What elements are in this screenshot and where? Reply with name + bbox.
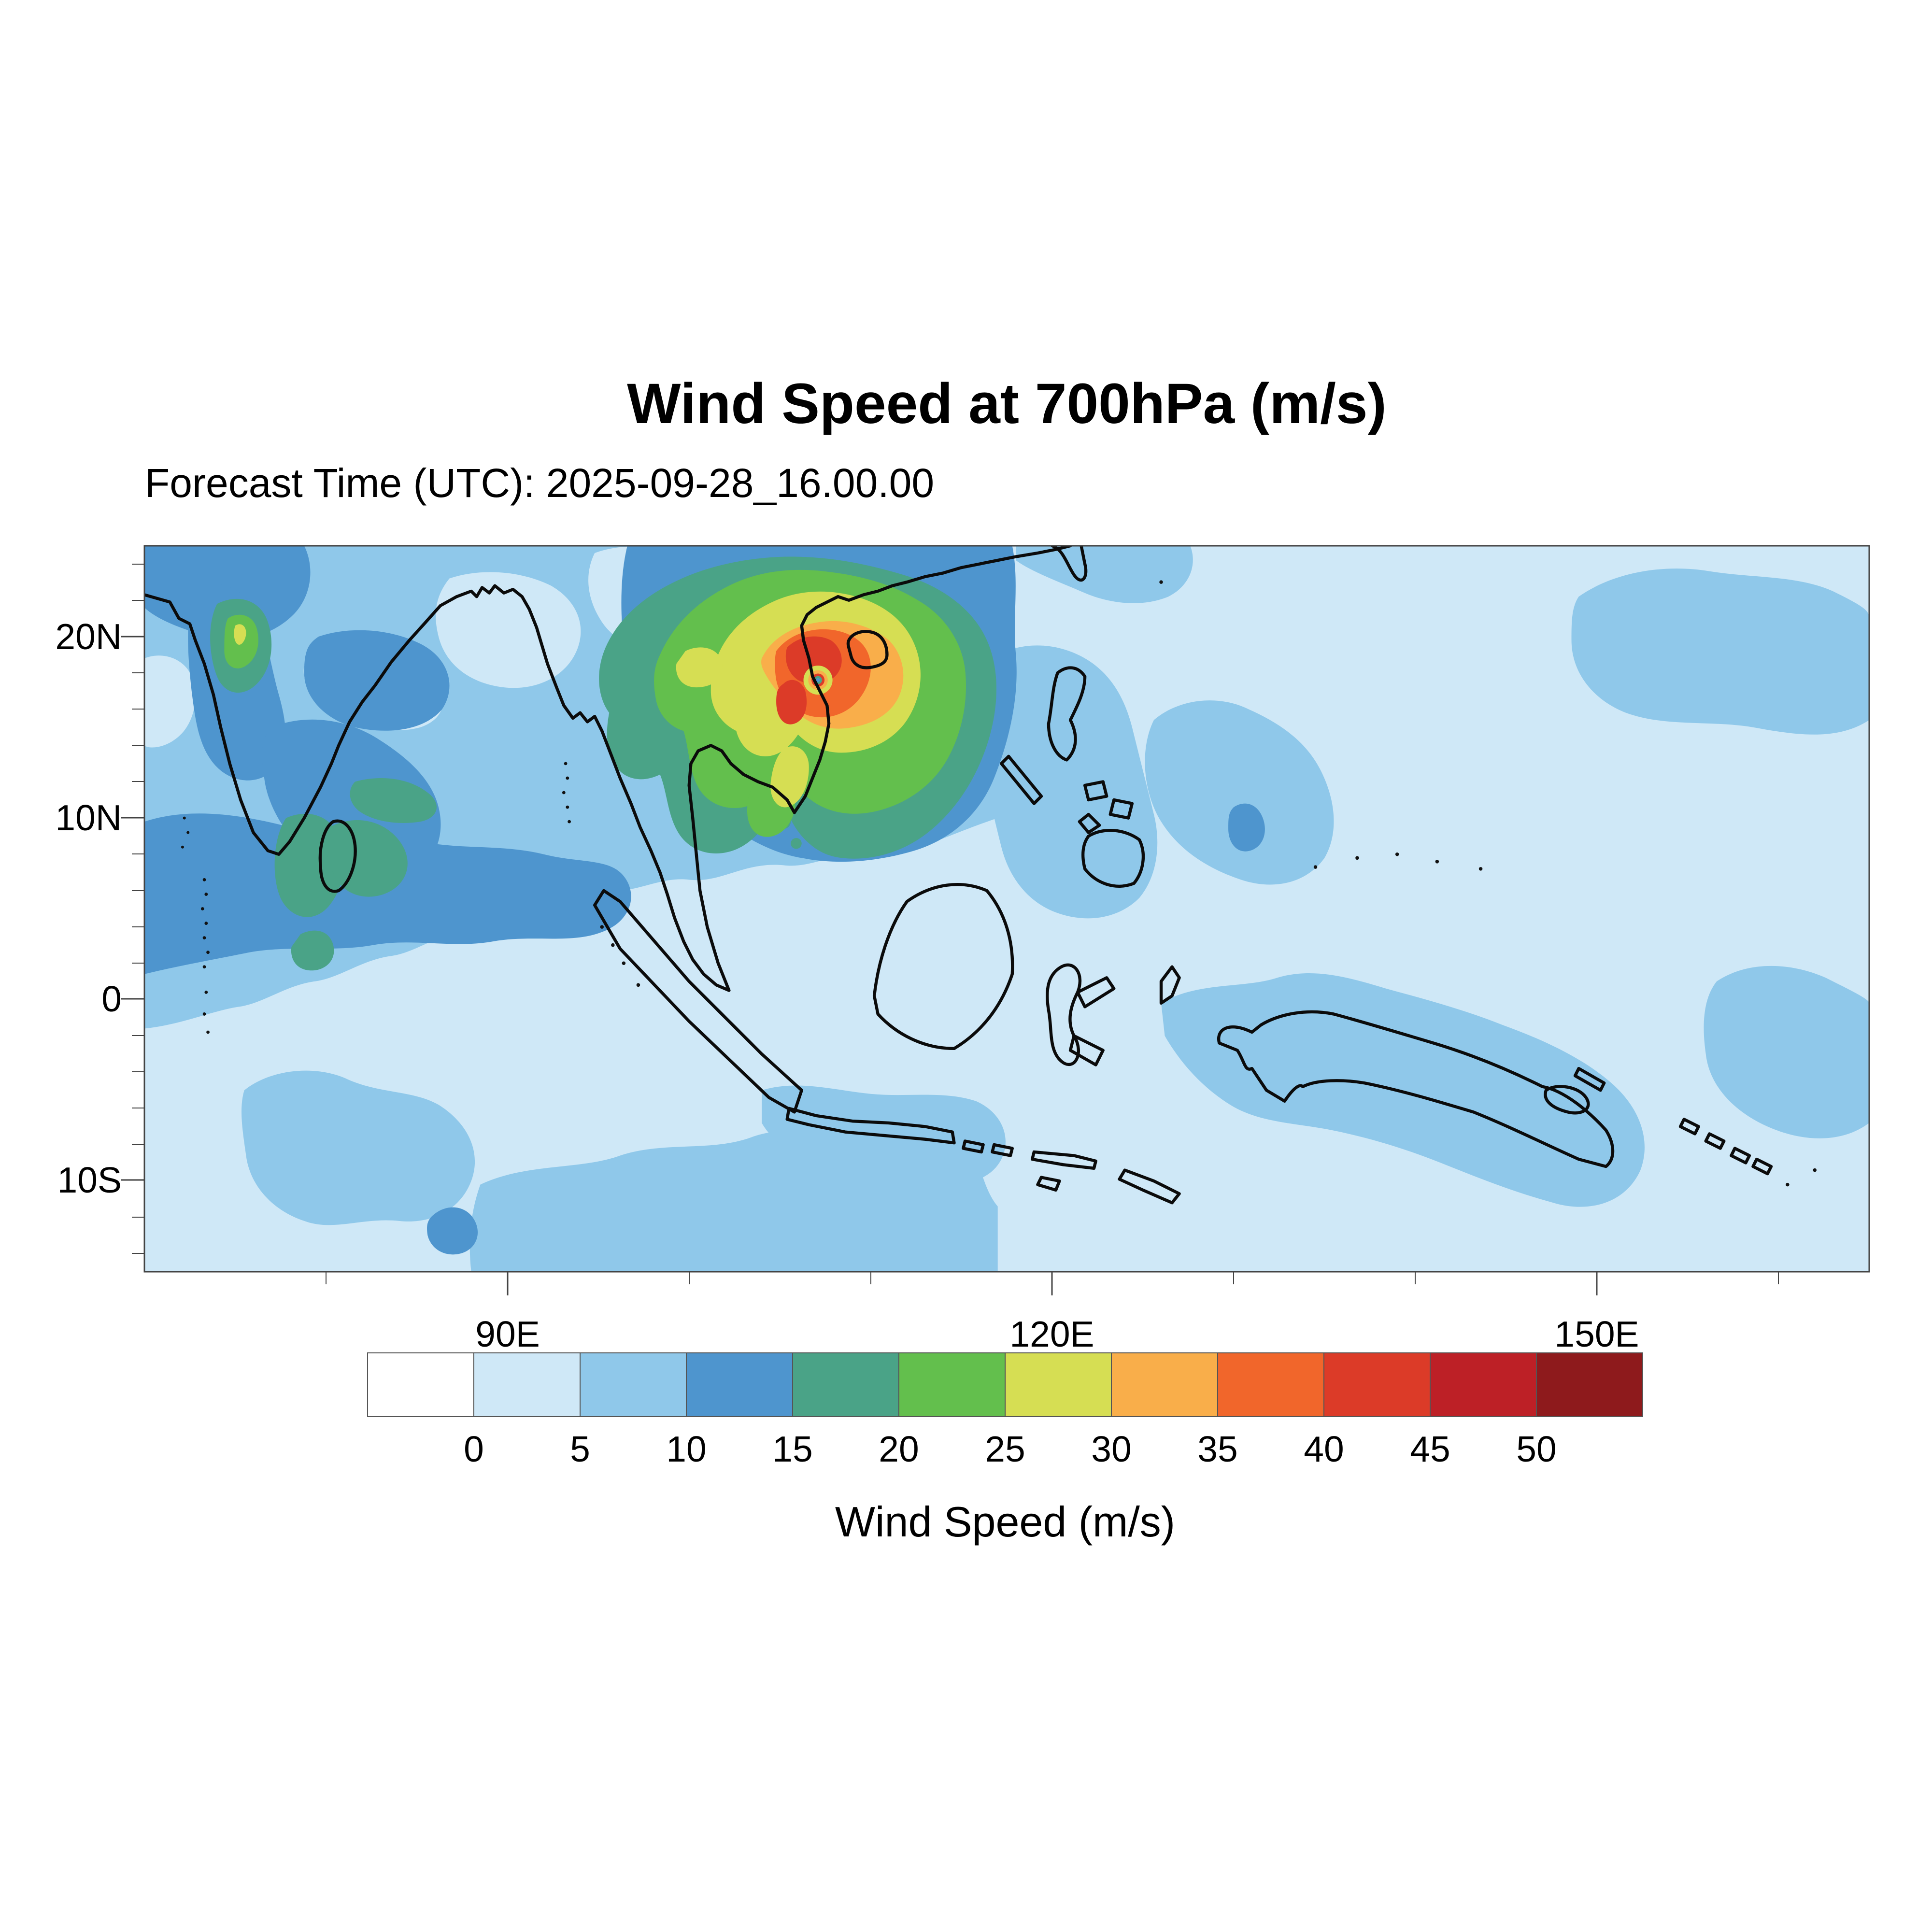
coast-taiwan [1051,546,1088,582]
coast-halmahera [1159,965,1181,1005]
colorbar-cell-5-10 [580,1352,687,1417]
lat-label-eq: 0 [101,979,122,1019]
colorbar-cell-45-50 [1430,1352,1537,1417]
colorbar-cell-40-45 [1323,1352,1431,1417]
coast-bali-lombok [962,1139,1014,1157]
coast-india-mainland-asia [144,546,1072,992]
colorbar-label-25: 25 [985,1429,1025,1469]
colorbar-label-40: 40 [1304,1429,1344,1469]
coast-flores [1030,1150,1097,1170]
coast-sumatra [593,889,803,1114]
coast-java [785,1107,956,1145]
colorbar-cell-15-20 [792,1352,899,1417]
coast-mindanao [1081,829,1145,888]
coast-sri-lanka [318,819,357,893]
lat-label-10n: 10N [55,797,122,838]
coast-new-britain [1544,1085,1590,1115]
lat-minor-ticks [132,564,144,1254]
coast-luzon [1047,666,1087,762]
coast-sulawesi [1046,963,1116,1066]
lon-label-150e: 150E [1554,1314,1639,1354]
coast-sumba [1036,1176,1061,1192]
colorbar-labels: 0 5 10 15 20 25 30 35 40 45 50 [464,1429,1557,1469]
coast-hainan [846,630,889,669]
colorbar-cell-lt0 [367,1352,474,1417]
coast-borneo [872,883,1014,1051]
coast-visayas [1078,780,1134,834]
colorbar-label-30: 30 [1091,1429,1131,1469]
colorbar-label-0: 0 [464,1429,484,1469]
forecast-time-label: Forecast Time (UTC): 2025-09-28_16.00.00 [145,460,935,506]
lat-label-10s: 10S [57,1160,122,1200]
lon-label-90e: 90E [475,1314,540,1354]
island-dots [181,580,1817,1187]
coast-new-guinea [1217,1010,1615,1168]
lon-major-ticks [507,1272,1598,1295]
lon-label-120e: 120E [1009,1314,1094,1354]
colorbar-label-5: 5 [570,1429,590,1469]
colorbar [367,1352,1643,1417]
colorbar-cell-30-35 [1111,1352,1218,1417]
lat-label-20n: 20N [55,616,122,657]
lon-axis-labels: 90E 120E 150E [475,1314,1639,1354]
colorbar-cell-25-30 [1005,1352,1112,1417]
colorbar-cell-20-25 [898,1352,1006,1417]
coast-palawan [1000,754,1043,805]
lat-axis-labels: 20N 10N 0 10S [55,616,122,1200]
colorbar-cell-10-15 [686,1352,793,1417]
lat-major-ticks [121,636,144,1181]
map-plot [144,546,1869,1272]
colorbar-cell-gt50 [1536,1352,1643,1417]
coastlines [144,546,1773,1205]
colorbar-label-15: 15 [772,1429,812,1469]
coast-new-ireland [1573,1066,1606,1092]
plot-frame [143,545,1870,1273]
coast-timor [1118,1168,1181,1205]
colorbar-cell-0-5 [473,1352,581,1417]
lon-minor-ticks [326,1272,1779,1284]
colorbar-label-35: 35 [1197,1429,1237,1469]
colorbar-label-50: 50 [1516,1429,1556,1469]
page-title: Wind Speed at 700hPa (m/s) [627,372,1387,436]
colorbar-title: Wind Speed (m/s) [835,1498,1176,1546]
colorbar-cell-35-40 [1217,1352,1324,1417]
coast-solomons [1678,1118,1773,1176]
colorbar-label-20: 20 [879,1429,919,1469]
colorbar-label-10: 10 [666,1429,706,1469]
colorbar-label-45: 45 [1410,1429,1450,1469]
